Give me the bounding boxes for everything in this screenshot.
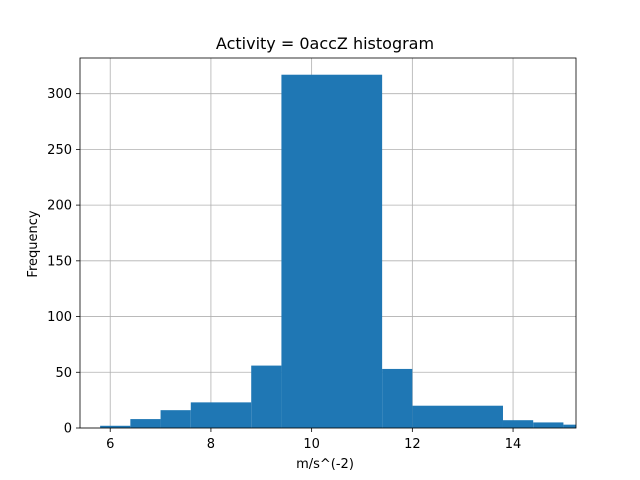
histogram-bar-10 <box>563 424 576 428</box>
histogram-bar-2 <box>160 410 191 428</box>
y-tick-label-0: 0 <box>64 422 72 437</box>
x-tick-label-2: 10 <box>303 437 320 452</box>
x-axis-label: m/s^(-2) <box>296 457 354 472</box>
y-tick-label-4: 200 <box>47 199 72 214</box>
y-tick-label-3: 150 <box>47 254 72 269</box>
y-tick-label-5: 250 <box>47 143 72 158</box>
x-tick-label-3: 12 <box>404 437 421 452</box>
x-tick-label-1: 8 <box>207 437 215 452</box>
y-tick-label-6: 300 <box>47 87 72 102</box>
histogram-bar-8 <box>502 420 534 428</box>
axes <box>79 57 577 429</box>
histogram-bar-4 <box>251 365 282 428</box>
x-tick-label-4: 14 <box>505 437 522 452</box>
histogram-bars <box>100 74 576 429</box>
histogram-bar-6 <box>382 368 413 428</box>
x-tick-label-0: 6 <box>106 437 114 452</box>
y-axis-label: Frequency <box>26 210 41 277</box>
plot-frame <box>79 57 577 429</box>
x-axis-ticks: 6 8 10 12 14 <box>106 428 521 452</box>
histogram-bar-7 <box>412 405 503 428</box>
histogram-bar-5 <box>281 74 383 429</box>
y-tick-label-1: 50 <box>55 366 72 381</box>
y-tick-label-2: 100 <box>47 310 72 325</box>
histogram-bar-0 <box>100 425 131 428</box>
y-axis-ticks: 0 50 100 150 200 250 300 <box>47 87 80 437</box>
chart-title: Activity = 0accZ histogram <box>216 34 434 53</box>
histogram-bar-9 <box>533 422 564 428</box>
histogram-bar-3 <box>190 402 252 428</box>
histogram-bar-1 <box>130 419 161 428</box>
